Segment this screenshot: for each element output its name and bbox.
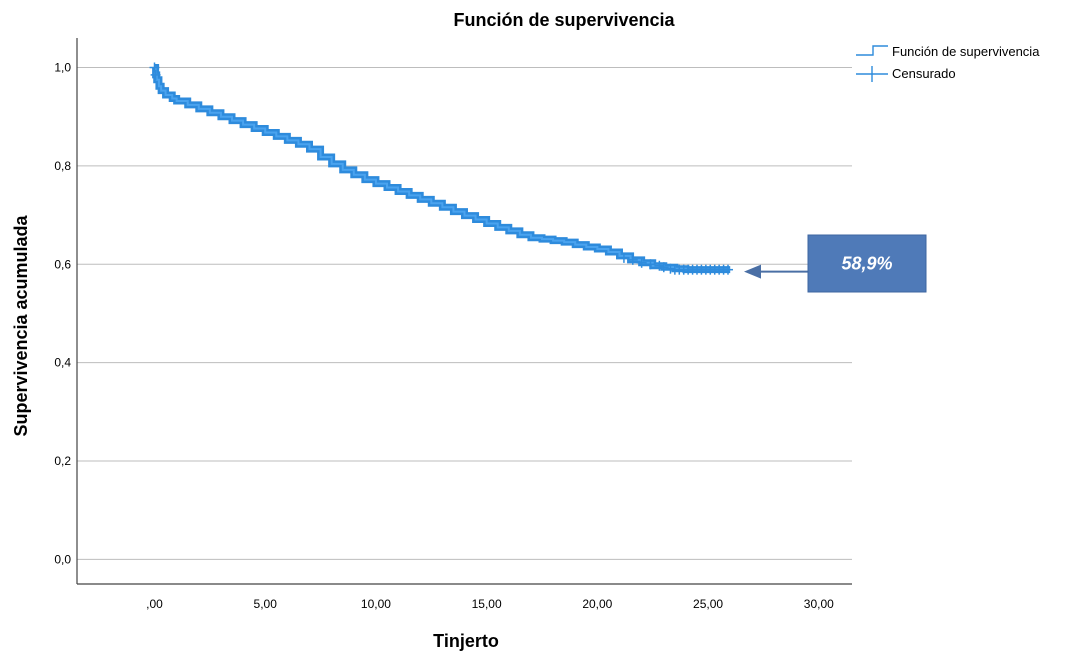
censored-mark xyxy=(627,254,638,265)
x-tick-label: 15,00 xyxy=(472,597,502,611)
x-tick-label: 10,00 xyxy=(361,597,391,611)
y-tick-label: 0,0 xyxy=(54,552,71,566)
y-tick-label: 0,4 xyxy=(54,356,71,370)
x-tick-label: ,00 xyxy=(146,597,163,611)
censored-mark xyxy=(723,264,733,275)
y-tick-label: 0,8 xyxy=(54,159,71,173)
legend-label-censored: Censurado xyxy=(892,66,956,81)
censored-mark xyxy=(658,262,669,273)
legend-plus-symbol xyxy=(856,66,888,82)
x-tick-label: 25,00 xyxy=(693,597,723,611)
censored-mark xyxy=(665,263,676,274)
gridlines xyxy=(77,67,852,560)
legend-label-survival: Función de supervivencia xyxy=(892,44,1040,59)
callout-box xyxy=(807,234,927,293)
censored-mark xyxy=(636,257,647,268)
axes xyxy=(76,38,852,585)
legend-step-symbol xyxy=(856,45,888,56)
chart-title: Función de supervivencia xyxy=(453,10,675,30)
tick-labels: 0,0 0,2 0,4 0,6 0,8 1,0 ,00 5,00 10,00 15,00 20,00… xyxy=(54,61,834,611)
y-tick-label: 0,6 xyxy=(54,257,71,271)
x-tick-label: 30,00 xyxy=(804,597,834,611)
y-axis-label: Supervivencia acumulada xyxy=(11,214,31,436)
legend: Función de supervivencia Censurado xyxy=(856,44,1040,82)
callout: 58,9% xyxy=(744,234,927,293)
survival-line-highlight xyxy=(154,66,731,271)
censored-mark xyxy=(618,252,629,263)
censored-mark xyxy=(645,259,656,270)
y-tick-label: 0,2 xyxy=(54,454,71,468)
callout-arrow-head xyxy=(744,264,761,279)
x-axis-label: Tinjerto xyxy=(433,631,499,651)
survival-line xyxy=(152,64,731,274)
x-tick-label: 20,00 xyxy=(582,597,612,611)
x-tick-label: 5,00 xyxy=(254,597,278,611)
censored-marks xyxy=(149,62,733,275)
censored-mark xyxy=(150,69,161,80)
callout-label: 58,9% xyxy=(841,254,892,274)
y-tick-label: 1,0 xyxy=(54,61,71,75)
series-layer xyxy=(152,64,731,274)
censored-mark xyxy=(654,260,665,271)
censored-mark xyxy=(149,62,160,73)
